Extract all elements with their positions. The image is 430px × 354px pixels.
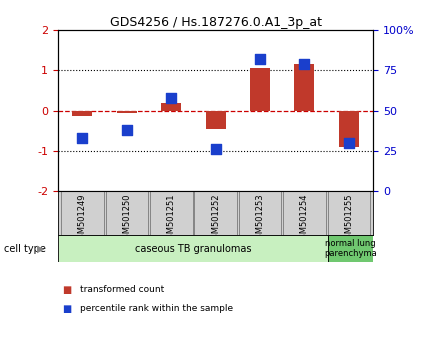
Bar xyxy=(328,192,370,235)
Point xyxy=(79,135,86,141)
Bar xyxy=(117,111,137,113)
Bar xyxy=(295,64,314,111)
Bar xyxy=(105,192,148,235)
Point xyxy=(212,147,219,152)
Bar xyxy=(194,192,237,235)
Text: GSM501250: GSM501250 xyxy=(123,193,131,244)
Text: GSM501254: GSM501254 xyxy=(300,193,309,244)
Title: GDS4256 / Hs.187276.0.A1_3p_at: GDS4256 / Hs.187276.0.A1_3p_at xyxy=(110,16,322,29)
Bar xyxy=(283,192,326,235)
Text: caseous TB granulomas: caseous TB granulomas xyxy=(135,244,252,254)
Text: GSM501251: GSM501251 xyxy=(167,193,176,244)
Text: GSM501252: GSM501252 xyxy=(211,193,220,244)
Text: ▶: ▶ xyxy=(37,244,44,254)
Bar xyxy=(239,192,281,235)
Text: ■: ■ xyxy=(62,285,72,295)
Point xyxy=(123,127,130,133)
Bar xyxy=(250,68,270,111)
Text: transformed count: transformed count xyxy=(80,285,164,294)
Text: cell type: cell type xyxy=(4,244,46,254)
Point xyxy=(301,61,308,67)
Text: ■: ■ xyxy=(62,304,72,314)
Bar xyxy=(58,235,328,262)
Bar xyxy=(73,111,92,116)
Text: percentile rank within the sample: percentile rank within the sample xyxy=(80,304,233,313)
Bar xyxy=(328,235,373,262)
Text: GSM501249: GSM501249 xyxy=(78,193,87,244)
Bar xyxy=(339,111,359,147)
Bar xyxy=(150,192,193,235)
Text: GSM501253: GSM501253 xyxy=(255,193,264,244)
Point xyxy=(257,56,264,62)
Point xyxy=(168,95,175,101)
Bar xyxy=(161,103,181,111)
Text: GSM501255: GSM501255 xyxy=(344,193,353,244)
Bar xyxy=(206,111,226,129)
Text: normal lung
parenchyma: normal lung parenchyma xyxy=(324,239,377,258)
Bar xyxy=(61,192,104,235)
Point xyxy=(345,140,352,146)
